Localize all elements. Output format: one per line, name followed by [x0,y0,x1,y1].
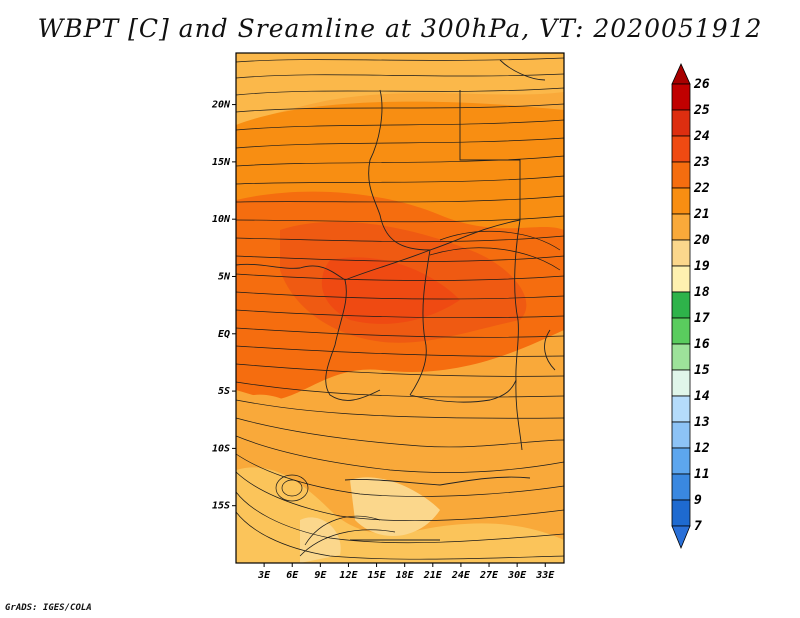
lat-label: 5S [218,386,230,397]
colorbar-label: 21 [693,207,710,222]
colorbar-swatch [671,317,691,345]
colorbar-swatch [671,499,691,527]
colorbar-swatch [671,421,691,449]
colorbar-swatch [671,447,691,475]
colorbar-swatch [671,109,691,137]
grads-credit: GrADS: IGES/COLA [5,603,92,613]
map-frame [235,52,565,564]
lat-label: 15N [212,157,231,168]
colorbar-swatch [671,135,691,163]
lat-label: 20N [211,100,231,111]
colorbar-label: 16 [694,337,710,352]
lat-label: 10N [212,214,231,225]
colorbar-label: 11 [694,467,710,482]
country-borders [236,59,556,541]
colorbar-label: 19 [694,259,710,274]
colorbar-swatch [671,395,691,423]
latitude-labels: 20N 15N 10N 5N EQ 5S 10S 15S [211,100,236,512]
colorbar-label: 26 [693,77,710,92]
colorbar-swatch [671,187,691,215]
lon-label: 18E [396,570,415,581]
lon-label: 24E [451,570,471,581]
longitude-labels: 3E 6E 9E 12E 15E 18E 21E 24E 27E 30E 33E [257,563,555,581]
colorbar-swatch [671,239,691,267]
lon-label: 27E [479,570,499,581]
colorbar-label: 14 [694,389,710,404]
colorbar-label: 9 [694,493,702,508]
colorbar-swatch [671,291,691,319]
lon-label: 33E [535,570,555,581]
colorbar-swatch [671,265,691,293]
colorbar-top-arrow [671,63,691,85]
lat-label: 10S [212,443,230,454]
colorbar-swatch [671,213,691,241]
lon-label: 30E [507,570,527,581]
lat-label: 15S [212,501,230,512]
temperature-field [236,53,564,563]
lat-label: EQ [218,329,230,340]
lon-label: 6E [286,570,299,581]
colorbar-label: 15 [694,363,710,378]
colorbar-label: 13 [694,415,710,430]
map-title: WBPT [C] and Sreamline at 300hPa, VT: 20… [37,14,763,43]
colorbar-label: 7 [694,519,702,534]
colorbar-swatch [671,161,691,189]
colorbar-label: 18 [694,285,710,300]
colorbar-swatch [671,343,691,371]
colorbar-label: 24 [693,129,710,144]
colorbar-label: 25 [693,103,710,118]
colorbar-label: 12 [694,441,710,456]
lon-label: 3E [257,570,271,581]
colorbar: 26 25 24 23 22 21 20 19 18 17 16 15 14 13 12 11 9 7 [671,63,710,550]
streamlines [236,57,564,560]
colorbar-label: 22 [693,181,710,196]
colorbar-swatch [671,83,691,111]
lat-label: 5N [218,271,231,282]
colorbar-swatch [671,369,691,397]
colorbar-label: 23 [693,155,710,170]
lon-label: 21E [423,570,443,581]
colorbar-swatch [671,473,691,501]
colorbar-bottom-arrow [671,525,691,550]
lon-label: 12E [339,570,358,581]
lon-label: 9E [314,570,327,581]
colorbar-label: 20 [693,233,710,248]
colorbar-label: 17 [694,311,710,326]
lon-label: 15E [368,570,387,581]
